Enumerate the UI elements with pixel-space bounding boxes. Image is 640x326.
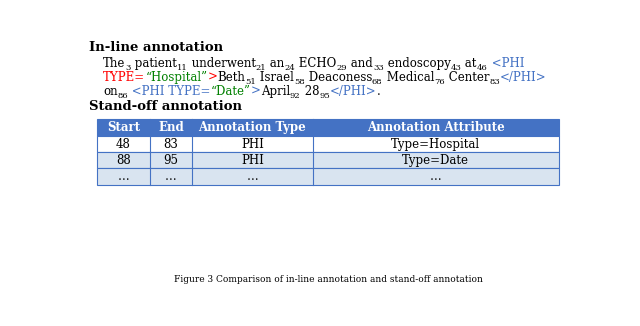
Text: Type=Hospital: Type=Hospital bbox=[391, 138, 480, 151]
Text: underwent: underwent bbox=[188, 57, 255, 70]
Text: and: and bbox=[347, 57, 373, 70]
Text: …: … bbox=[430, 170, 442, 183]
Text: 88: 88 bbox=[116, 154, 131, 167]
Text: 95: 95 bbox=[319, 92, 330, 100]
Text: 83: 83 bbox=[164, 138, 179, 151]
Text: …: … bbox=[165, 170, 177, 183]
Text: Figure 3 Comparison of in-line annotation and stand-off annotation: Figure 3 Comparison of in-line annotatio… bbox=[173, 275, 483, 284]
Text: ECHO: ECHO bbox=[295, 57, 337, 70]
Text: .: . bbox=[376, 84, 380, 97]
Text: 76: 76 bbox=[434, 78, 445, 86]
Text: April: April bbox=[260, 84, 290, 97]
Text: 24: 24 bbox=[285, 64, 295, 72]
Text: “Hospital”: “Hospital” bbox=[145, 71, 207, 84]
Text: </PHI>: </PHI> bbox=[500, 71, 547, 84]
Bar bbox=[97, 152, 559, 169]
Text: 51: 51 bbox=[245, 78, 256, 86]
Text: PHI: PHI bbox=[241, 138, 264, 151]
Text: …: … bbox=[118, 170, 129, 183]
Text: patient: patient bbox=[131, 57, 177, 70]
Text: 43: 43 bbox=[451, 64, 461, 72]
Text: 48: 48 bbox=[116, 138, 131, 151]
Text: 68: 68 bbox=[372, 78, 383, 86]
Text: 11: 11 bbox=[177, 64, 188, 72]
Text: Medical: Medical bbox=[383, 71, 434, 84]
Text: at: at bbox=[461, 57, 477, 70]
Text: 28: 28 bbox=[301, 84, 319, 97]
Bar bbox=[97, 136, 559, 152]
Text: an: an bbox=[266, 57, 285, 70]
Text: Beth: Beth bbox=[218, 71, 245, 84]
Text: TYPE=: TYPE= bbox=[103, 71, 145, 84]
Text: <PHI TYPE=: <PHI TYPE= bbox=[129, 84, 211, 97]
Text: Deaconess: Deaconess bbox=[305, 71, 372, 84]
Text: Center: Center bbox=[445, 71, 489, 84]
Text: 29: 29 bbox=[337, 64, 347, 72]
Text: Israel: Israel bbox=[256, 71, 294, 84]
Bar bbox=[97, 119, 559, 136]
Text: 58: 58 bbox=[294, 78, 305, 86]
Text: 86: 86 bbox=[118, 92, 129, 100]
Text: 46: 46 bbox=[477, 64, 488, 72]
Text: …: … bbox=[246, 170, 259, 183]
Text: </PHI>: </PHI> bbox=[330, 84, 376, 97]
Text: 92: 92 bbox=[290, 92, 301, 100]
Text: <PHI: <PHI bbox=[488, 57, 524, 70]
Text: Start: Start bbox=[107, 121, 140, 134]
Text: Annotation Attribute: Annotation Attribute bbox=[367, 121, 504, 134]
Text: 95: 95 bbox=[164, 154, 179, 167]
Text: >: > bbox=[207, 71, 218, 84]
Text: 83: 83 bbox=[489, 78, 500, 86]
Text: on: on bbox=[103, 84, 118, 97]
Text: End: End bbox=[158, 121, 184, 134]
Text: Annotation Type: Annotation Type bbox=[198, 121, 307, 134]
Text: PHI: PHI bbox=[241, 154, 264, 167]
Text: 33: 33 bbox=[373, 64, 383, 72]
Text: In-line annotation: In-line annotation bbox=[90, 41, 223, 54]
Text: endoscopy: endoscopy bbox=[383, 57, 451, 70]
Text: Stand-off annotation: Stand-off annotation bbox=[90, 100, 243, 113]
Text: 3: 3 bbox=[125, 64, 131, 72]
Text: Type=Date: Type=Date bbox=[402, 154, 469, 167]
Text: The: The bbox=[103, 57, 125, 70]
Text: “Date”: “Date” bbox=[211, 84, 251, 97]
Text: 21: 21 bbox=[255, 64, 266, 72]
Bar bbox=[97, 169, 559, 185]
Text: >: > bbox=[251, 84, 260, 97]
